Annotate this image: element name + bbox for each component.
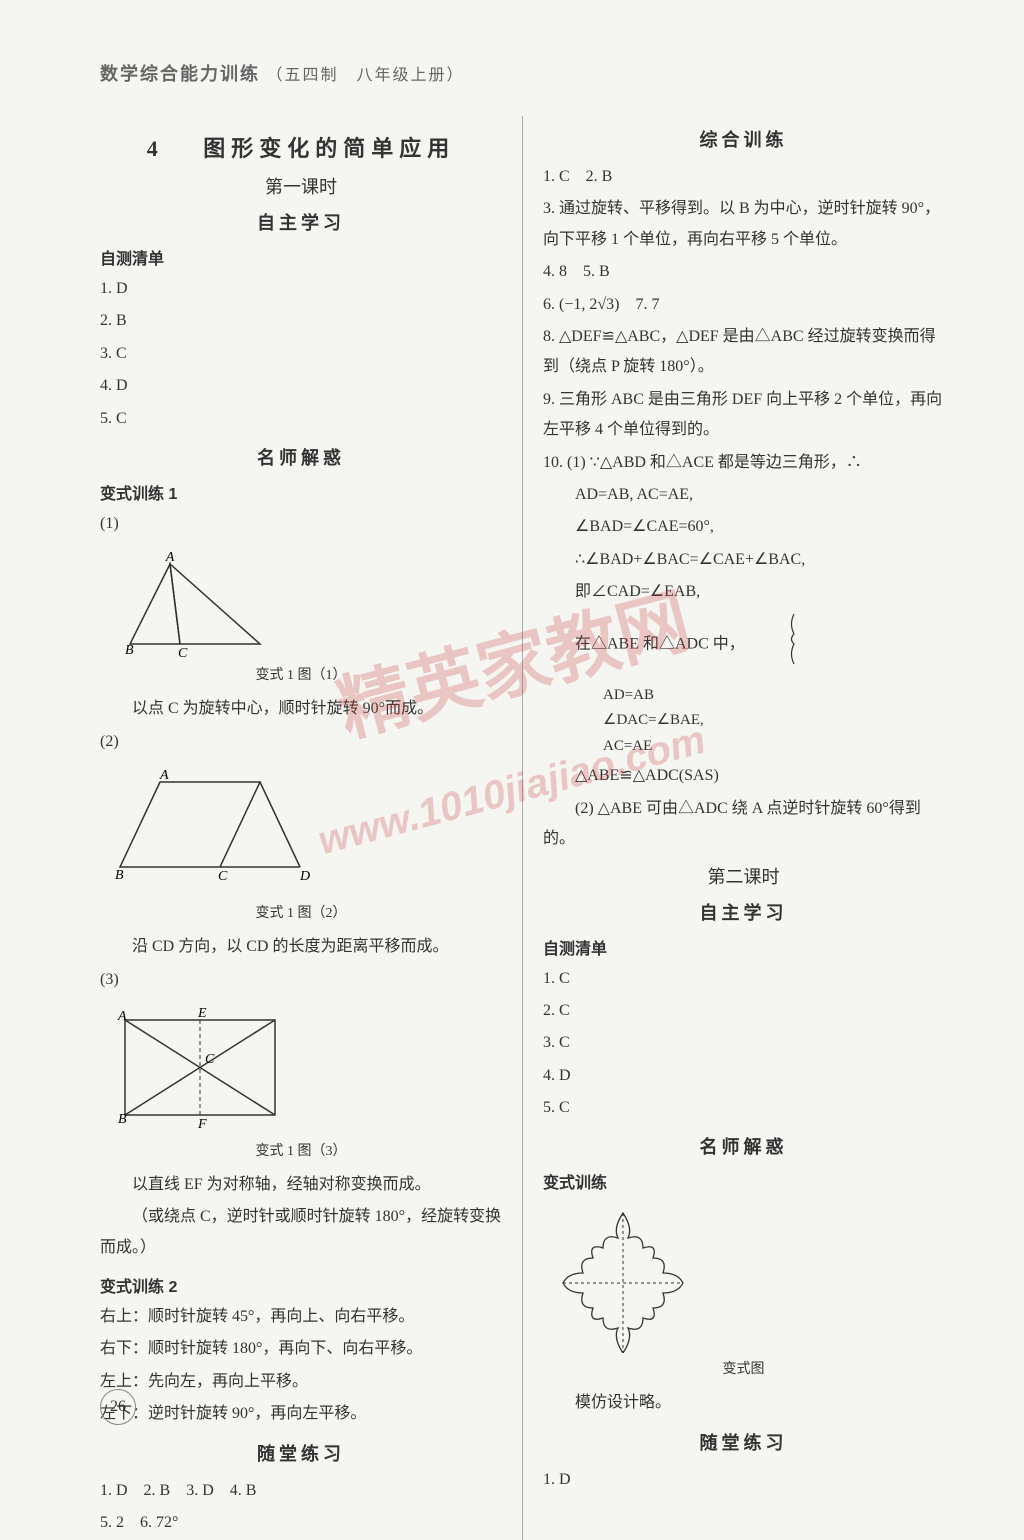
checklist2-label: 自测清单: [543, 935, 944, 959]
rp1: 1. D: [543, 1465, 944, 1495]
left-column: 4 图形变化的简单应用 第一课时 自主学习 自测清单 1. D 2. B 3. …: [100, 116, 522, 1540]
flower-caption: 变式图: [543, 1358, 944, 1378]
r4: 4. D: [543, 1061, 944, 1091]
c10-5: 即∠CAD=∠EAB,: [543, 577, 944, 607]
c10-9: (2) △ABE 可由△ADC 绕 A 点逆时针旋转 60°得到的。: [543, 794, 944, 855]
var-train-label: 变式训练: [543, 1169, 944, 1193]
teacher-title: 名师解惑: [100, 444, 502, 470]
c10-4: ∴∠BAD+∠BAC=∠CAE+∠BAC,: [543, 545, 944, 575]
svg-text:A: A: [117, 1009, 127, 1024]
figure-1: A B C 变式 1 图（1）: [100, 549, 502, 684]
fig2-caption: 变式 1 图（2）: [100, 902, 502, 922]
c8: 8. △DEF≌△ABC，△DEF 是由△ABC 经过旋转变换而得到（绕点 P …: [543, 322, 944, 383]
c6: 6. (−1, 2√3) 7. 7: [543, 290, 944, 320]
fig2-text: 沿 CD 方向，以 CD 的长度为距离平移而成。: [100, 932, 502, 962]
var1-2: (2): [100, 727, 502, 757]
practice-2: 5. 2 6. 72°: [100, 1508, 502, 1538]
mimic-text: 模仿设计略。: [543, 1388, 944, 1418]
c10-2: AD=AB, AC=AE,: [543, 480, 944, 510]
svg-text:C: C: [205, 1052, 215, 1067]
svg-text:B: B: [118, 1112, 127, 1127]
c10-1: 10. (1) ∵△ABD 和△ACE 都是等边三角形，∴: [543, 448, 944, 478]
svg-text:A: A: [159, 768, 169, 783]
var1-1: (1): [100, 509, 502, 539]
triangle-figure-1: A B C: [100, 549, 280, 659]
checklist-label: 自测清单: [100, 245, 502, 269]
c10-7b: ∠DAC=∠BAE,: [603, 708, 944, 734]
var2-1: 右上：顺时针旋转 45°，再向上、向右平移。: [100, 1302, 502, 1332]
var1-3: (3): [100, 965, 502, 995]
topic-text: 图形变化的简单应用: [203, 136, 455, 161]
var2-3: 左上：先向左，再向上平移。: [100, 1367, 502, 1397]
r2: 2. C: [543, 996, 944, 1026]
header-sub: （五四制 八年级上册）: [267, 67, 465, 84]
figure-flower: 变式图: [543, 1203, 944, 1378]
right-column: 综合训练 1. C 2. B 3. 通过旋转、平移得到。以 B 为中心，逆时针旋…: [522, 116, 944, 1540]
svg-text:F: F: [197, 1117, 207, 1132]
lesson2-title: 第二课时: [543, 863, 944, 889]
c10-7a: AD=AB: [603, 683, 944, 709]
fig3-text: 以直线 EF 为对称轴，经轴对称变换而成。: [100, 1170, 502, 1200]
answer-5: 5. C: [100, 404, 502, 434]
c4: 4. 8 5. B: [543, 257, 944, 287]
c10-6-text: 在△ABE 和△ADC 中，: [575, 636, 745, 653]
topic-title: 4 图形变化的简单应用: [100, 131, 502, 163]
parallelogram-figure: A B C D: [100, 767, 320, 897]
practice2-title: 随堂练习: [543, 1429, 944, 1455]
figure-3: A E B F C 变式 1 图（3）: [100, 1005, 502, 1160]
fig1-text: 以点 C 为旋转中心，顺时针旋转 90°而成。: [100, 694, 502, 724]
svg-text:A: A: [165, 550, 175, 565]
study2-title: 自主学习: [543, 899, 944, 925]
answer-3: 3. C: [100, 339, 502, 369]
answer-2: 2. B: [100, 306, 502, 336]
content-columns: 4 图形变化的简单应用 第一课时 自主学习 自测清单 1. D 2. B 3. …: [100, 116, 944, 1540]
comprehensive-title: 综合训练: [543, 126, 944, 152]
lesson-title: 第一课时: [100, 173, 502, 199]
rectangle-figure: A E B F C: [100, 1005, 300, 1135]
fig3-text2: （或绕点 C，逆时针或顺时针旋转 180°，经旋转变换而成。）: [100, 1202, 502, 1263]
c10-7c: AC=AE: [603, 734, 944, 760]
c9: 9. 三角形 ABC 是由三角形 DEF 向上平移 2 个单位，再向左平移 4 …: [543, 385, 944, 446]
c10-8: △ABE≌△ADC(SAS): [543, 761, 944, 791]
header-main: 数学综合能力训练: [100, 64, 260, 84]
answer-4: 4. D: [100, 371, 502, 401]
page-number: 26: [100, 1389, 136, 1425]
c3: 3. 通过旋转、平移得到。以 B 为中心，逆时针旋转 90°，向下平移 1 个单…: [543, 194, 944, 255]
practice-title: 随堂练习: [100, 1440, 502, 1466]
r1: 1. C: [543, 964, 944, 994]
var2-label: 变式训练 2: [100, 1273, 502, 1297]
svg-text:C: C: [218, 869, 228, 884]
svg-text:B: B: [115, 868, 124, 883]
practice-1: 1. D 2. B 3. D 4. B: [100, 1476, 502, 1506]
var2-2: 右下：顺时针旋转 180°，再向下、向右平移。: [100, 1334, 502, 1364]
svg-text:E: E: [197, 1006, 207, 1021]
var2-4: 左下：逆时针旋转 90°，再向左平移。: [100, 1399, 502, 1429]
flower-shape: [543, 1203, 703, 1353]
c10-cases: AD=AB ∠DAC=∠BAE, AC=AE: [603, 683, 944, 760]
svg-text:D: D: [299, 869, 310, 884]
topic-num: 4: [147, 136, 164, 161]
r3: 3. C: [543, 1028, 944, 1058]
figure-2: A B C D 变式 1 图（2）: [100, 767, 502, 922]
fig3-caption: 变式 1 图（3）: [100, 1140, 502, 1160]
svg-text:B: B: [125, 643, 134, 658]
var1-label: 变式训练 1: [100, 480, 502, 504]
fig1-caption: 变式 1 图（1）: [100, 664, 502, 684]
page-header: 数学综合能力训练 （五四制 八年级上册）: [100, 60, 944, 86]
svg-text:C: C: [178, 646, 188, 659]
brace-icon: [789, 609, 909, 669]
c1: 1. C 2. B: [543, 162, 944, 192]
answer-1: 1. D: [100, 274, 502, 304]
c10-3: ∠BAD=∠CAE=60°,: [543, 512, 944, 542]
teacher2-title: 名师解惑: [543, 1133, 944, 1159]
r5: 5. C: [543, 1093, 944, 1123]
c10-6: 在△ABE 和△ADC 中，: [543, 609, 944, 680]
study-title: 自主学习: [100, 209, 502, 235]
